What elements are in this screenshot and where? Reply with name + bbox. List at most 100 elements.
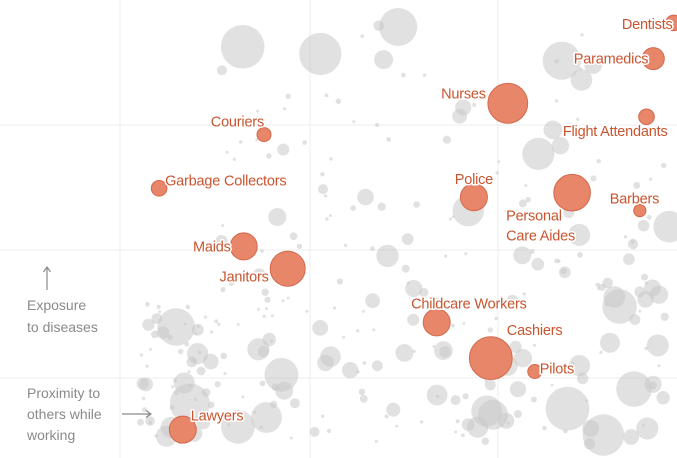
background-point: [214, 381, 221, 388]
background-point: [616, 371, 652, 407]
background-point: [377, 202, 386, 211]
background-point: [221, 410, 255, 444]
background-point: [386, 137, 392, 142]
background-point: [413, 201, 420, 208]
x-axis-label-line-1: Proximity to: [27, 385, 100, 401]
background-point: [657, 364, 661, 368]
background-point: [513, 246, 532, 265]
background-point: [660, 312, 669, 321]
background-point: [236, 323, 240, 326]
background-point: [228, 280, 234, 287]
background-point: [251, 402, 282, 433]
background-point: [259, 380, 266, 387]
background-point: [350, 205, 356, 211]
background-point: [604, 302, 609, 307]
background-point: [375, 123, 380, 127]
background-point: [462, 321, 466, 325]
background-point: [623, 429, 640, 445]
point-garbage-collectors: [150, 180, 168, 197]
background-point: [332, 306, 337, 310]
x-axis-annotation: Proximity to others while working: [26, 385, 153, 443]
background-point: [532, 343, 537, 347]
point-childcare-workers: [422, 308, 451, 337]
background-point: [220, 352, 227, 360]
background-point: [636, 417, 659, 440]
background-point: [401, 72, 406, 78]
background-point: [358, 388, 366, 396]
background-point: [356, 329, 360, 333]
background-point: [661, 162, 667, 169]
background-point: [504, 209, 508, 213]
background-point: [497, 160, 501, 164]
background-point: [277, 143, 290, 156]
point-police: [459, 183, 488, 212]
background-point: [374, 439, 378, 443]
background-point: [543, 120, 563, 140]
point-dentists: [665, 14, 677, 32]
background-point: [551, 137, 570, 155]
background-point: [262, 314, 266, 318]
background-point: [580, 33, 584, 37]
label-police: Police: [455, 172, 493, 188]
y-axis-label-line-2: to diseases: [27, 319, 98, 335]
background-point: [158, 310, 162, 314]
background-point: [576, 117, 580, 121]
background-point: [325, 217, 329, 221]
background-point: [151, 330, 159, 339]
background-point: [201, 388, 211, 397]
background-point: [435, 297, 439, 301]
background-point: [571, 362, 575, 365]
background-point: [221, 224, 225, 228]
background-point: [599, 350, 603, 354]
background-point: [386, 402, 401, 417]
label-dentists: Dentists: [622, 17, 673, 33]
background-point: [422, 73, 427, 77]
background-point: [649, 381, 657, 390]
background-point: [324, 194, 328, 198]
background-point: [542, 41, 581, 80]
background-point: [641, 273, 648, 281]
background-point: [356, 370, 360, 374]
background-point: [365, 293, 380, 309]
background-point: [193, 398, 198, 402]
background-point: [487, 327, 493, 333]
background-point: [542, 426, 547, 431]
background-point: [464, 252, 468, 256]
background-point: [262, 332, 276, 347]
background-point: [595, 282, 601, 288]
x-axis-label-line-3: working: [26, 427, 75, 443]
background-point: [583, 438, 596, 450]
background-point: [509, 381, 527, 398]
background-point: [257, 307, 260, 311]
background-point: [577, 252, 583, 258]
point-nurses: [487, 82, 529, 124]
background-point: [177, 348, 184, 355]
background-point: [299, 32, 342, 76]
background-point: [582, 419, 600, 437]
label-maids: Maids: [193, 239, 231, 255]
background-point: [530, 396, 537, 403]
background-point: [362, 361, 367, 365]
background-point: [139, 377, 154, 392]
label-personal-care-aides: Personal Care Aides: [506, 209, 575, 245]
background-point: [145, 416, 155, 426]
background-point: [255, 138, 259, 142]
background-point: [352, 120, 356, 124]
point-maids: [229, 232, 258, 261]
background-point: [312, 320, 329, 336]
label-flight-attendants: Flight Attendants: [563, 124, 668, 140]
background-point: [216, 65, 227, 76]
background-point: [357, 188, 374, 206]
background-point: [522, 292, 526, 296]
background-point: [171, 385, 175, 389]
background-point: [183, 322, 187, 326]
background-point: [405, 280, 423, 298]
background-point: [281, 299, 285, 303]
background-point: [407, 313, 420, 326]
background-point: [370, 246, 375, 252]
background-point: [275, 381, 294, 400]
label-barbers: Barbers: [610, 192, 659, 208]
background-point: [481, 437, 490, 446]
background-point: [305, 309, 309, 313]
background-point: [401, 233, 414, 246]
